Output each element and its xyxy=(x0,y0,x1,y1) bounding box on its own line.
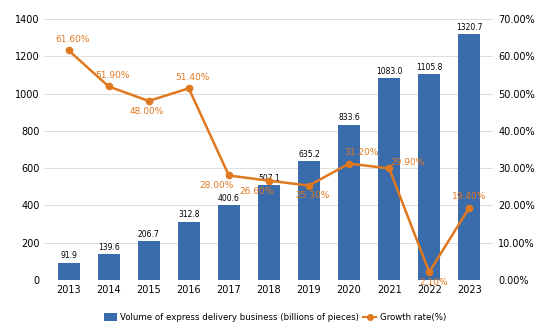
Bar xyxy=(138,241,160,280)
Text: 1105.8: 1105.8 xyxy=(416,63,442,72)
Text: 91.9: 91.9 xyxy=(60,251,77,260)
Bar xyxy=(378,78,400,280)
Bar xyxy=(298,162,320,280)
Bar xyxy=(258,185,280,280)
Text: 28.00%: 28.00% xyxy=(200,181,234,190)
Text: 26.60%: 26.60% xyxy=(240,186,274,195)
Text: 25.30%: 25.30% xyxy=(296,191,330,200)
Legend: Volume of express delivery business (billions of pieces), Growth rate(%): Volume of express delivery business (bil… xyxy=(101,309,449,325)
Text: 19.40%: 19.40% xyxy=(452,192,487,201)
Bar xyxy=(418,74,441,280)
Bar xyxy=(218,205,240,280)
Text: 400.6: 400.6 xyxy=(218,194,240,203)
Bar xyxy=(338,125,360,280)
Bar xyxy=(178,221,200,280)
Text: 206.7: 206.7 xyxy=(138,230,160,239)
Text: 48.00%: 48.00% xyxy=(129,107,164,116)
Text: 2.10%: 2.10% xyxy=(419,278,448,287)
Bar xyxy=(97,254,120,280)
Text: 51.90%: 51.90% xyxy=(95,71,130,80)
Text: 833.6: 833.6 xyxy=(338,113,360,122)
Bar xyxy=(58,263,80,280)
Text: 1083.0: 1083.0 xyxy=(376,67,403,76)
Text: 1320.7: 1320.7 xyxy=(456,23,482,32)
Text: 31.20%: 31.20% xyxy=(344,148,378,157)
Text: 507.1: 507.1 xyxy=(258,174,280,183)
Text: 61.60%: 61.60% xyxy=(56,35,90,44)
Text: 139.6: 139.6 xyxy=(98,242,119,252)
Text: 29.90%: 29.90% xyxy=(390,158,425,166)
Bar xyxy=(458,34,480,280)
Text: 635.2: 635.2 xyxy=(298,150,320,159)
Text: 51.40%: 51.40% xyxy=(175,73,210,82)
Text: 312.8: 312.8 xyxy=(178,210,200,219)
